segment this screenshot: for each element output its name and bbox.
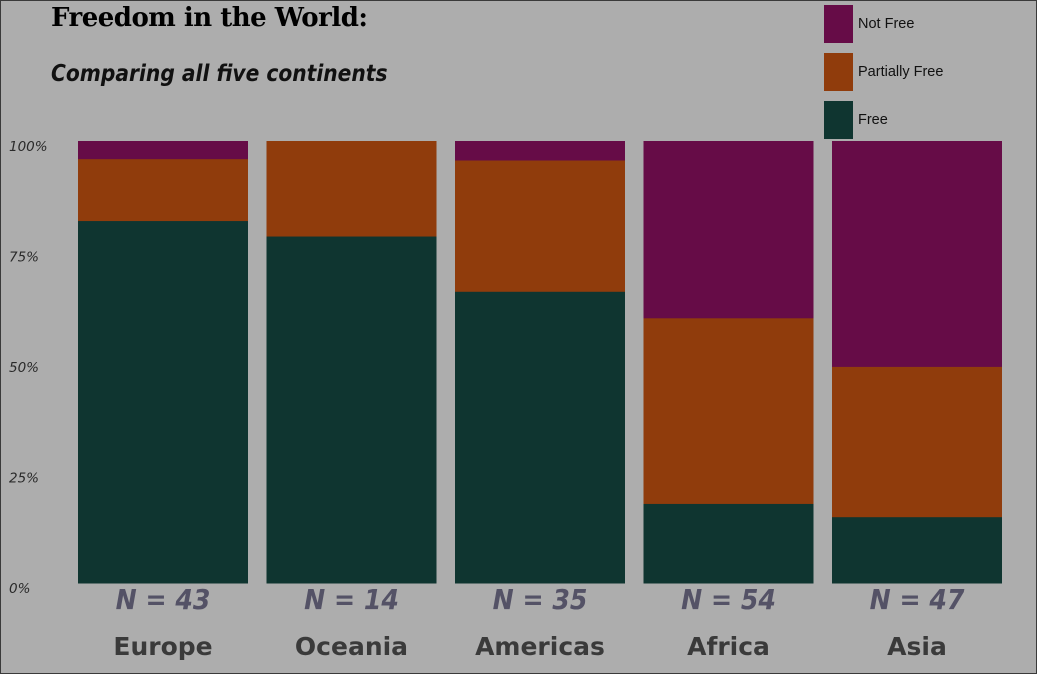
legend-swatch-partially-free: [824, 53, 853, 91]
bar-africa-not-free: [643, 141, 814, 319]
chart-title: Freedom in the World:: [51, 3, 368, 33]
legend-swatch-free: [824, 101, 853, 139]
bar-asia-free: [832, 516, 1002, 584]
n-label-americas: N = 35: [493, 583, 588, 616]
legend-label-partially-free: Partially Free: [858, 64, 944, 80]
category-label-africa: Africa: [687, 632, 770, 661]
y-tick-label-0: 0%: [9, 581, 30, 597]
bar-oceania-partially-free: [266, 141, 437, 237]
n-label-asia: N = 47: [870, 583, 965, 616]
y-tick-label-25: 25%: [9, 471, 39, 487]
bar-americas-partially-free: [455, 160, 625, 292]
legend-label-not-free: Not Free: [858, 16, 915, 32]
bar-africa-partially-free: [643, 317, 814, 504]
bar-americas-not-free: [455, 141, 625, 161]
n-label-europe: N = 43: [116, 583, 211, 616]
bar-asia-partially-free: [832, 366, 1002, 518]
legend-swatch-not-free: [824, 5, 853, 43]
bar-asia-not-free: [832, 141, 1002, 367]
y-tick-label-75: 75%: [9, 250, 39, 266]
category-label-americas: Americas: [475, 632, 605, 661]
bar-europe-free: [78, 220, 248, 584]
bar-americas-free: [455, 291, 625, 584]
legend-label-free: Free: [858, 112, 888, 128]
bar-oceania-free: [266, 236, 437, 584]
category-label-asia: Asia: [887, 632, 947, 661]
n-label-oceania: N = 14: [304, 583, 399, 616]
bar-europe-partially-free: [78, 158, 248, 222]
chart-subtitle: Comparing all five continents: [51, 61, 388, 87]
bar-europe-not-free: [78, 141, 248, 160]
n-label-africa: N = 54: [681, 583, 776, 616]
category-label-oceania: Oceania: [295, 632, 408, 661]
bar-africa-free: [643, 503, 814, 584]
y-tick-label-50: 50%: [9, 360, 39, 376]
category-label-europe: Europe: [113, 632, 212, 661]
y-tick-label-100: 100%: [9, 139, 48, 155]
